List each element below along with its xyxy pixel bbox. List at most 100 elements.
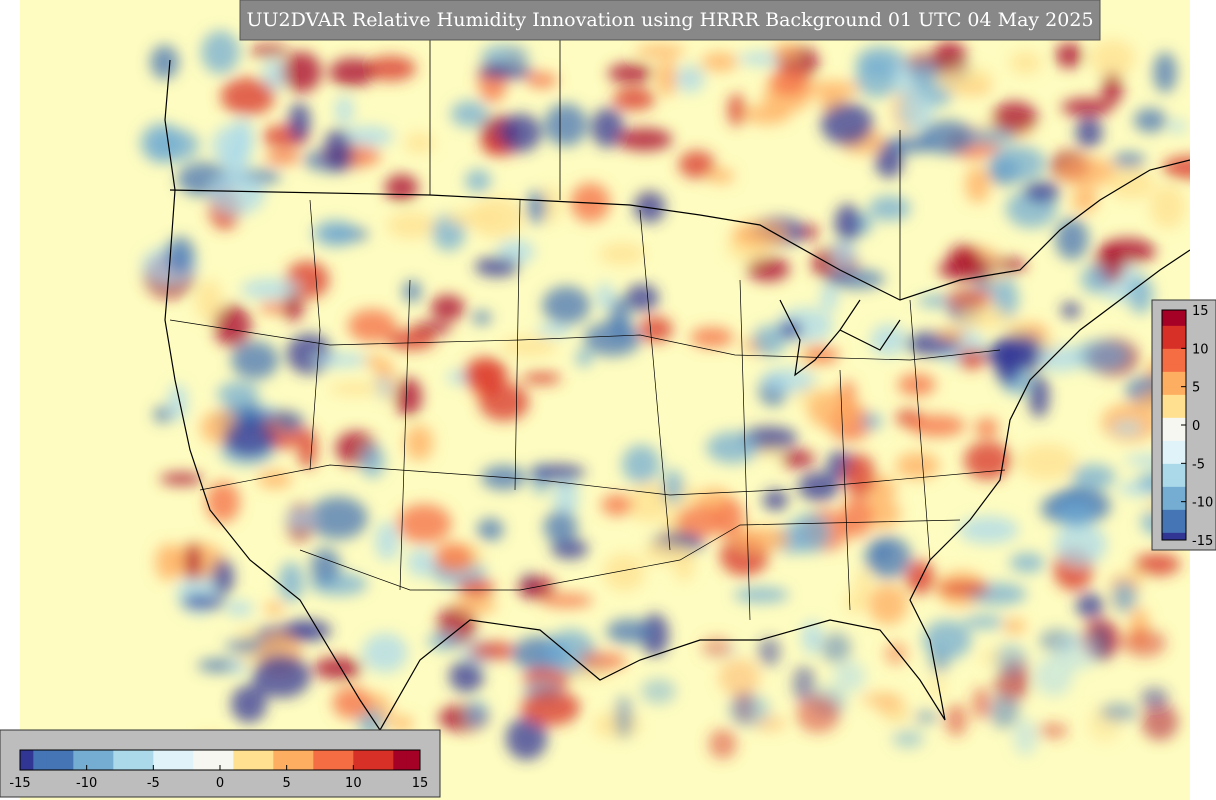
- colorbar-tick-label: 15: [1192, 304, 1209, 319]
- colorbar-swatch: [1162, 501, 1186, 510]
- field-blob: [195, 279, 223, 322]
- field-blob: [544, 103, 588, 147]
- colorbar-swatch: [1162, 517, 1186, 526]
- colorbar-swatch: [60, 750, 74, 770]
- field-blob: [820, 632, 852, 664]
- field-blob: [1080, 264, 1110, 294]
- field-blob: [405, 132, 434, 154]
- field-blob: [701, 52, 739, 72]
- field-blob: [312, 220, 358, 247]
- field-blob: [907, 414, 966, 437]
- colorbar-swatch: [353, 750, 368, 770]
- colorbar-swatch: [286, 750, 301, 770]
- field-blob: [213, 304, 252, 347]
- field-blob: [1071, 464, 1116, 490]
- field-blob: [297, 427, 318, 470]
- field-blob: [1100, 703, 1137, 722]
- field-blob: [1028, 374, 1050, 418]
- colorbar-swatch: [1162, 471, 1186, 480]
- field-blob: [993, 341, 1022, 385]
- field-blob: [282, 292, 304, 321]
- colorbar-swatch: [153, 750, 168, 770]
- colorbar-swatch: [33, 750, 48, 770]
- field-blob: [1133, 108, 1167, 133]
- colorbar-swatch: [260, 750, 274, 770]
- field-blob: [601, 494, 634, 516]
- field-blob: [841, 496, 873, 538]
- colorbar-tick-label: -15: [9, 776, 30, 791]
- field-blob: [752, 325, 787, 356]
- field-blob: [868, 195, 911, 221]
- field-blob: [252, 654, 311, 698]
- field-blob: [640, 678, 677, 704]
- colorbars: 15 10 5 0 -5 -10 -15 -15 -10 -5 0 5 10 15: [9, 304, 1213, 791]
- field-blob: [257, 470, 293, 489]
- field-blob: [922, 620, 972, 660]
- field-blob: [616, 128, 673, 151]
- field-blob: [526, 190, 547, 224]
- field-blob: [154, 543, 183, 582]
- field-blob: [332, 686, 372, 720]
- colorbar-tick-label: 10: [1192, 342, 1209, 357]
- colorbar-tick-label: 5: [1192, 381, 1200, 396]
- field-blob: [656, 59, 678, 97]
- field-blob: [391, 715, 414, 732]
- field-blob: [965, 165, 991, 204]
- field-blob: [701, 636, 733, 658]
- field-blob: [1106, 167, 1155, 200]
- field-blob: [598, 242, 646, 266]
- field-blob: [288, 102, 311, 142]
- field-blob: [855, 57, 900, 98]
- field-blob: [450, 100, 489, 128]
- field-blob: [831, 239, 857, 269]
- field-blob: [892, 729, 924, 749]
- title-box: [239, 0, 1101, 41]
- field-blob: [312, 352, 369, 368]
- field-blob: [801, 620, 823, 655]
- colorbar-tick-label: -5: [147, 776, 160, 791]
- field-blob: [804, 80, 860, 98]
- field-blob: [480, 44, 529, 68]
- field-blob: [1054, 523, 1107, 566]
- colorbar-tick-label: -5: [1192, 457, 1205, 472]
- colorbar-tick-label: -10: [76, 776, 97, 791]
- field-blob: [454, 596, 497, 615]
- field-blob: [1003, 618, 1027, 634]
- field-blob: [1075, 593, 1105, 619]
- field-blob: [159, 472, 204, 486]
- field-blob: [521, 372, 562, 385]
- field-blob: [757, 637, 781, 667]
- field-blob: [181, 596, 226, 609]
- field-blob: [542, 286, 591, 325]
- colorbar-swatch: [340, 750, 354, 770]
- field-blob: [310, 548, 341, 585]
- colorbar-swatch: [246, 750, 261, 770]
- colorbar-swatch: [326, 750, 341, 770]
- field-blob: [635, 44, 686, 58]
- field-blob: [1090, 39, 1136, 77]
- field-blob: [313, 656, 363, 680]
- field-blob: [874, 144, 904, 178]
- field-blob: [449, 660, 484, 693]
- colorbar-swatch: [126, 750, 141, 770]
- colorbar-swatch: [1162, 356, 1186, 365]
- colorbar-swatch: [206, 750, 221, 770]
- colorbar-swatch: [366, 750, 381, 770]
- colorbar-swatch: [73, 750, 88, 770]
- field-blob: [1071, 187, 1098, 213]
- field-blob: [855, 569, 872, 597]
- field-blob: [1008, 319, 1027, 333]
- field-blob: [551, 538, 589, 559]
- colorbar-swatch: [273, 750, 288, 770]
- colorbar-swatch: [393, 750, 408, 770]
- field-blob: [225, 600, 254, 617]
- field-blob: [364, 354, 386, 368]
- colorbar-tick-label: -10: [1192, 496, 1213, 511]
- field-blob: [209, 172, 266, 215]
- field-blob: [627, 482, 669, 523]
- field-blob: [465, 169, 491, 193]
- field-blob: [803, 346, 840, 364]
- field-blob: [1009, 51, 1042, 75]
- field-blob: [989, 145, 1046, 182]
- field-blob: [281, 51, 322, 93]
